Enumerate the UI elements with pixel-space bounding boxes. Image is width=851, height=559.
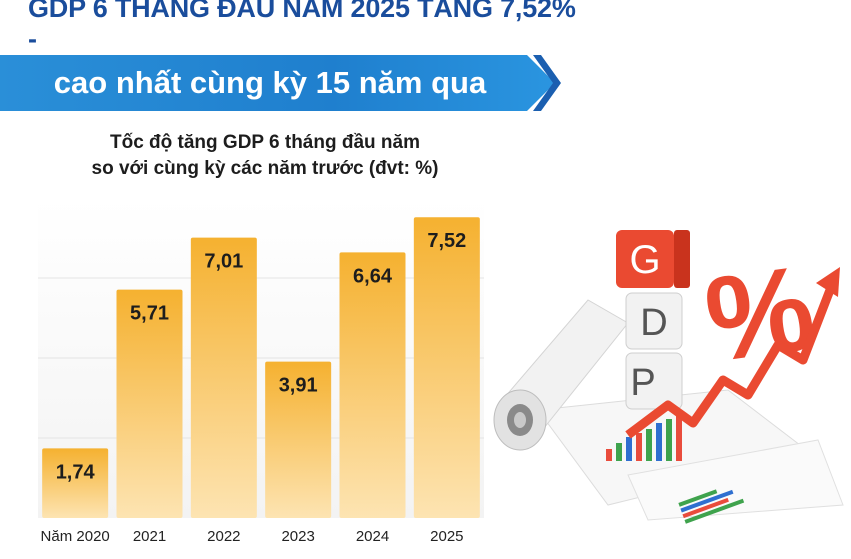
cube-letter-p: P: [630, 362, 655, 404]
bar-value-label-3: 7,01: [204, 251, 243, 273]
bar-value-label-5: 6,64: [353, 265, 393, 287]
rising-arrow: [625, 288, 835, 439]
banner-text: cao nhất cùng kỳ 15 năm qua: [53, 65, 487, 100]
x-tick-label-2: 2021: [133, 528, 166, 545]
bar-6: [413, 217, 480, 518]
x-tick-label-1: Năm 2020: [41, 528, 110, 545]
mini-bar-chart: [606, 415, 682, 461]
x-tick-label-6: 2025: [430, 528, 463, 545]
cube-letter-d: D: [640, 302, 667, 344]
bar-2: [116, 289, 183, 518]
chart-title: Tốc độ tăng GDP 6 tháng đầu năm so với c…: [40, 130, 490, 182]
chart-title-line1: Tốc độ tăng GDP 6 tháng đầu năm: [109, 132, 420, 153]
bar-1: [42, 448, 109, 518]
bar-value-label-6: 7,52: [427, 230, 466, 252]
gdp-illustration: G D P %: [493, 230, 844, 524]
headline-banner: [0, 55, 555, 111]
cube-p: [625, 352, 683, 410]
bar-4: [265, 361, 332, 518]
gdp-bar-chart: 1,74 5,71 7,01 3,91 6,64 7,52 Năm 2020 2021 202…: [38, 198, 484, 545]
bar-5: [339, 252, 406, 518]
mini-bar-chart-2: [678, 489, 745, 524]
cube-d: [625, 292, 683, 350]
page-headline: GDP 6 THÁNG ĐẦU NĂM 2025 TĂNG 7,52% -: [28, 0, 576, 54]
x-tick-label-4: 2023: [281, 528, 314, 545]
paper-sheet-2: [627, 439, 844, 521]
cube-letter-g1: G: [629, 238, 660, 282]
bar-3: [190, 237, 257, 518]
rolled-paper: [493, 299, 629, 451]
percent-icon: %: [698, 240, 822, 388]
cube-g1: [616, 230, 674, 288]
gdp-cubes: G D P: [616, 230, 690, 410]
bar-value-label-4: 3,91: [279, 375, 318, 397]
bar-value-label-2: 5,71: [130, 303, 169, 325]
x-tick-label-3: 2022: [207, 528, 240, 545]
x-tick-label-5: 2024: [356, 528, 389, 545]
bar-value-label-1: 1,74: [56, 461, 96, 483]
arrow-head-icon: [816, 267, 840, 297]
chart-title-line2: so với cùng kỳ các năm trước (đvt: %): [91, 158, 439, 179]
